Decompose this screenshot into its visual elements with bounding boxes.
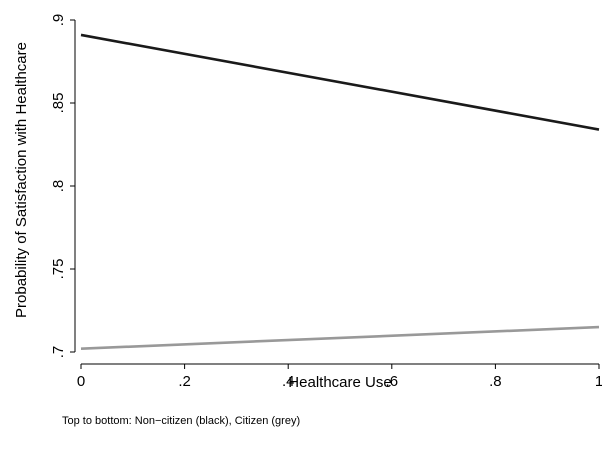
x-tick-label: .2 xyxy=(178,373,191,390)
x-tick-label: .4 xyxy=(282,373,295,390)
series-line-0 xyxy=(80,33,600,131)
y-tick-label: .9 xyxy=(50,14,67,27)
figure-note: Top to bottom: Non−citizen (black), Citi… xyxy=(62,415,301,427)
series-line-1 xyxy=(80,325,600,350)
x-axis: 0 .2 .4 .6 .8 1 xyxy=(77,363,602,390)
x-tick-label: 1 xyxy=(595,373,602,390)
y-tick-label: .7 xyxy=(50,346,67,359)
x-tick-label: .6 xyxy=(386,373,399,390)
x-tick-label: .8 xyxy=(489,373,502,390)
y-axis: .7 .75 .8 .85 .9 xyxy=(50,14,76,359)
y-tick-label: .85 xyxy=(50,93,67,114)
y-tick-label: .75 xyxy=(50,259,67,280)
x-tick-label: 0 xyxy=(77,373,85,390)
x-axis-title: Healthcare Use xyxy=(288,374,391,391)
y-axis-title: Probability of Satisfaction with Healthc… xyxy=(13,42,30,318)
y-tick-label: .8 xyxy=(50,180,67,193)
plot-lines xyxy=(80,33,600,350)
